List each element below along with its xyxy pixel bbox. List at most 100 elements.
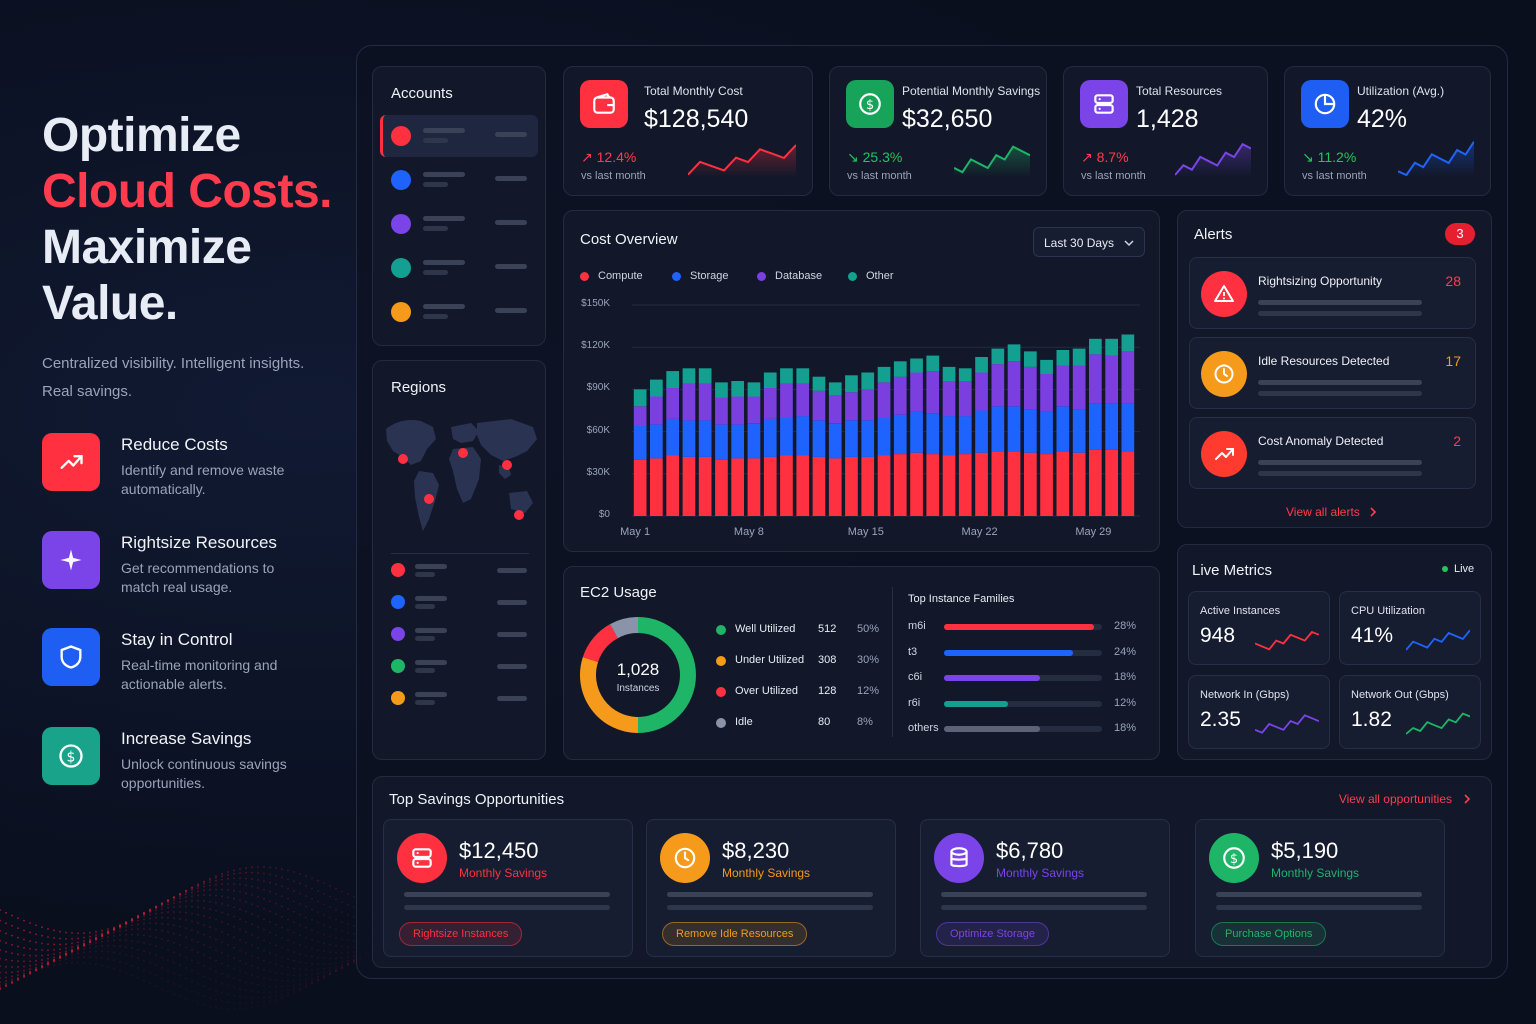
- bar-segment-storage[interactable]: [1024, 409, 1037, 453]
- bar-segment-compute[interactable]: [1105, 449, 1118, 516]
- savings-opportunity-card[interactable]: $6,780 Monthly Savings Optimize Storage: [920, 819, 1170, 957]
- bar-segment-database[interactable]: [682, 383, 696, 421]
- bar-segment-storage[interactable]: [1007, 406, 1021, 452]
- bar-segment-other[interactable]: [780, 368, 793, 384]
- bar-segment-storage[interactable]: [958, 416, 972, 455]
- bar-segment-other[interactable]: [633, 389, 647, 407]
- bar-segment-other[interactable]: [845, 375, 858, 393]
- account-item[interactable]: [383, 168, 538, 192]
- bar-segment-compute[interactable]: [1121, 451, 1135, 516]
- instance-family-row[interactable]: c6i 18%: [908, 671, 1138, 685]
- bar-segment-storage[interactable]: [1089, 403, 1102, 450]
- donut-segment[interactable]: [610, 617, 639, 639]
- bar-segment-other[interactable]: [1105, 338, 1118, 356]
- bar-segment-database[interactable]: [877, 382, 891, 418]
- bar-segment-database[interactable]: [845, 392, 858, 421]
- bar-segment-storage[interactable]: [910, 411, 923, 453]
- bar-segment-compute[interactable]: [763, 456, 777, 516]
- bar-segment-compute[interactable]: [877, 455, 891, 517]
- view-all-alerts-link[interactable]: View all alerts: [1286, 505, 1377, 519]
- chart-legend-item[interactable]: Storage: [672, 270, 729, 282]
- bar-segment-compute[interactable]: [958, 454, 972, 516]
- kpi-card[interactable]: Utilization (Avg.) 42% ↘ 11.2% vs last mont…: [1284, 66, 1491, 196]
- bar-segment-storage[interactable]: [1040, 411, 1053, 455]
- live-metric-card[interactable]: Active Instances 948: [1188, 591, 1330, 665]
- savings-opportunity-card[interactable]: $ $5,190 Monthly Savings Purchase Options: [1195, 819, 1445, 957]
- bar-segment-storage[interactable]: [780, 417, 793, 456]
- bar-segment-database[interactable]: [812, 390, 826, 421]
- opportunity-action-pill[interactable]: Purchase Options: [1211, 922, 1327, 946]
- bar-segment-other[interactable]: [958, 368, 972, 381]
- bar-segment-compute[interactable]: [845, 456, 858, 516]
- bar-segment-compute[interactable]: [1056, 451, 1070, 516]
- alert-item[interactable]: Cost Anomaly Detected 2: [1189, 417, 1476, 489]
- bar-segment-storage[interactable]: [698, 420, 712, 457]
- account-item[interactable]: [383, 124, 538, 148]
- bar-segment-other[interactable]: [731, 381, 744, 397]
- bar-segment-storage[interactable]: [1072, 409, 1086, 453]
- bar-segment-other[interactable]: [975, 357, 988, 373]
- bar-segment-other[interactable]: [1007, 344, 1021, 362]
- bar-segment-storage[interactable]: [1056, 406, 1070, 452]
- bar-segment-other[interactable]: [828, 382, 842, 396]
- bar-segment-database[interactable]: [796, 383, 810, 417]
- bar-segment-storage[interactable]: [666, 418, 679, 456]
- bar-segment-other[interactable]: [812, 376, 826, 391]
- bar-segment-other[interactable]: [926, 355, 940, 372]
- bar-segment-compute[interactable]: [893, 454, 907, 516]
- bar-segment-compute[interactable]: [698, 456, 712, 516]
- bar-segment-compute[interactable]: [926, 454, 940, 516]
- account-item[interactable]: [383, 256, 538, 280]
- bar-segment-compute[interactable]: [715, 459, 728, 516]
- bar-segment-storage[interactable]: [828, 423, 842, 459]
- donut-segment[interactable]: [580, 657, 639, 733]
- bar-segment-other[interactable]: [698, 368, 712, 384]
- alert-item[interactable]: Rightsizing Opportunity 28: [1189, 257, 1476, 329]
- ec2-usage-row[interactable]: Over Utilized 128 12%: [716, 685, 881, 699]
- bar-segment-storage[interactable]: [991, 406, 1005, 452]
- bar-segment-storage[interactable]: [812, 420, 826, 457]
- instance-family-row[interactable]: t3 24%: [908, 646, 1138, 660]
- savings-opportunity-card[interactable]: $8,230 Monthly Savings Remove Idle Resourc…: [646, 819, 896, 957]
- chart-legend-item[interactable]: Database: [757, 270, 822, 282]
- bar-segment-other[interactable]: [1040, 359, 1053, 374]
- bar-segment-database[interactable]: [747, 396, 761, 424]
- live-metric-card[interactable]: Network Out (Gbps) 1.82: [1339, 675, 1481, 749]
- bar-segment-other[interactable]: [796, 368, 810, 384]
- bar-segment-compute[interactable]: [666, 455, 679, 517]
- savings-opportunity-card[interactable]: $12,450 Monthly Savings Rightsize Instance…: [383, 819, 633, 957]
- opportunity-action-pill[interactable]: Optimize Storage: [936, 922, 1049, 946]
- instance-family-row[interactable]: r6i 12%: [908, 697, 1138, 711]
- chart-legend-item[interactable]: Other: [848, 270, 894, 282]
- bar-segment-compute[interactable]: [1040, 454, 1053, 516]
- bar-segment-other[interactable]: [747, 382, 761, 397]
- bar-segment-storage[interactable]: [715, 424, 728, 460]
- world-map[interactable]: [381, 409, 541, 549]
- bar-segment-other[interactable]: [1089, 338, 1102, 355]
- cost-overview-chart[interactable]: [564, 211, 1161, 553]
- bar-segment-compute[interactable]: [828, 458, 842, 516]
- donut-segment[interactable]: [637, 617, 696, 733]
- live-metric-card[interactable]: Network In (Gbps) 2.35: [1188, 675, 1330, 749]
- bar-segment-storage[interactable]: [861, 420, 875, 457]
- bar-segment-database[interactable]: [1089, 354, 1102, 404]
- bar-segment-database[interactable]: [942, 381, 956, 417]
- donut-segment[interactable]: [582, 624, 619, 663]
- bar-segment-other[interactable]: [1056, 350, 1070, 366]
- bar-segment-compute[interactable]: [991, 451, 1005, 516]
- bar-segment-storage[interactable]: [926, 413, 940, 455]
- bar-segment-compute[interactable]: [1024, 452, 1037, 516]
- bar-segment-other[interactable]: [942, 366, 956, 381]
- bar-segment-other[interactable]: [991, 348, 1005, 365]
- region-item[interactable]: [383, 689, 538, 707]
- bar-segment-database[interactable]: [991, 364, 1005, 407]
- bar-segment-database[interactable]: [698, 383, 712, 421]
- live-metric-card[interactable]: CPU Utilization 41%: [1339, 591, 1481, 665]
- date-range-dropdown[interactable]: Last 30 Days: [1033, 227, 1145, 257]
- bar-segment-storage[interactable]: [731, 424, 744, 459]
- view-all-opportunities-link[interactable]: View all opportunities: [1339, 792, 1471, 806]
- bar-segment-storage[interactable]: [682, 420, 696, 457]
- bar-segment-other[interactable]: [666, 371, 679, 388]
- bar-segment-database[interactable]: [1024, 366, 1037, 410]
- bar-segment-storage[interactable]: [845, 420, 858, 457]
